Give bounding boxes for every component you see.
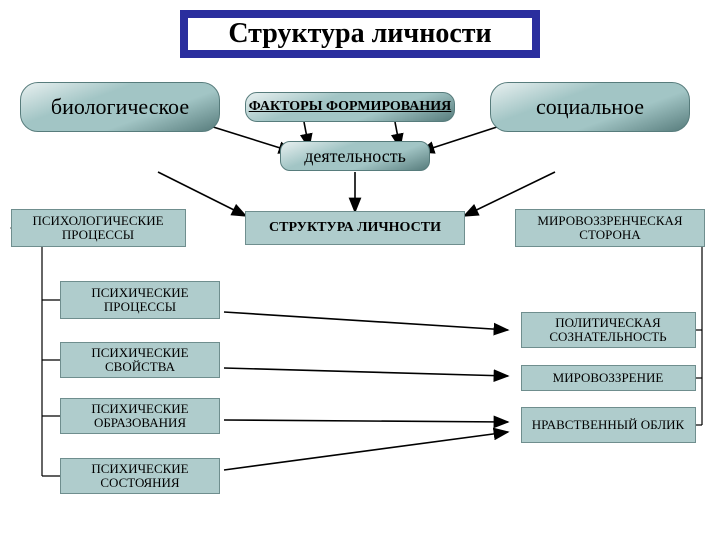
node-factors: ФАКТОРЫ ФОРМИРОВАНИЯ: [245, 92, 455, 122]
node-label: МИРОВОЗЗРЕНЧЕСКАЯ СТОРОНА: [516, 214, 704, 241]
diagram-title: Структура личности: [180, 10, 540, 58]
node-activity: деятельность: [280, 141, 430, 171]
node-left-3: ПСИХИЧЕСКИЕ ОБРАЗОВАНИЯ: [60, 398, 220, 434]
node-right-3: НРАВСТВЕННЫЙ ОБЛИК: [521, 407, 696, 443]
node-label: ПСИХИЧЕСКИЕ СВОЙСТВА: [61, 346, 219, 373]
node-left-1: ПСИХИЧЕСКИЕ ПРОЦЕССЫ: [60, 281, 220, 319]
node-worldview-side: МИРОВОЗЗРЕНЧЕСКАЯ СТОРОНА: [515, 209, 705, 247]
node-biological: биологическое: [20, 82, 220, 132]
node-label: деятельность: [304, 147, 406, 166]
node-label: биологическое: [51, 95, 189, 118]
node-label: СТРУКТУРА ЛИЧНОСТИ: [269, 221, 441, 236]
node-left-2: ПСИХИЧЕСКИЕ СВОЙСТВА: [60, 342, 220, 378]
title-text: Структура личности: [228, 19, 491, 48]
node-label: ФАКТОРЫ ФОРМИРОВАНИЯ: [249, 100, 452, 115]
node-right-1: ПОЛИТИЧЕСКАЯ СОЗНАТЕЛЬНОСТЬ: [521, 312, 696, 348]
node-label: социальное: [536, 95, 644, 118]
node-right-2: МИРОВОЗЗРЕНИЕ: [521, 365, 696, 391]
node-left-4: ПСИХИЧЕСКИЕ СОСТОЯНИЯ: [60, 458, 220, 494]
node-label: МИРОВОЗЗРЕНИЕ: [553, 371, 664, 385]
node-social: социальное: [490, 82, 690, 132]
node-label: ПОЛИТИЧЕСКАЯ СОЗНАТЕЛЬНОСТЬ: [522, 316, 695, 343]
node-label: НРАВСТВЕННЫЙ ОБЛИК: [532, 418, 684, 432]
node-psych-processes: ПСИХОЛОГИЧЕСКИЕ ПРОЦЕССЫ: [11, 209, 186, 247]
node-label: ПСИХИЧЕСКИЕ СОСТОЯНИЯ: [61, 462, 219, 489]
node-personality-structure: СТРУКТУРА ЛИЧНОСТИ: [245, 211, 465, 245]
node-label: ПСИХОЛОГИЧЕСКИЕ ПРОЦЕССЫ: [12, 214, 185, 241]
node-label: ПСИХИЧЕСКИЕ ПРОЦЕССЫ: [61, 286, 219, 313]
node-label: ПСИХИЧЕСКИЕ ОБРАЗОВАНИЯ: [61, 402, 219, 429]
